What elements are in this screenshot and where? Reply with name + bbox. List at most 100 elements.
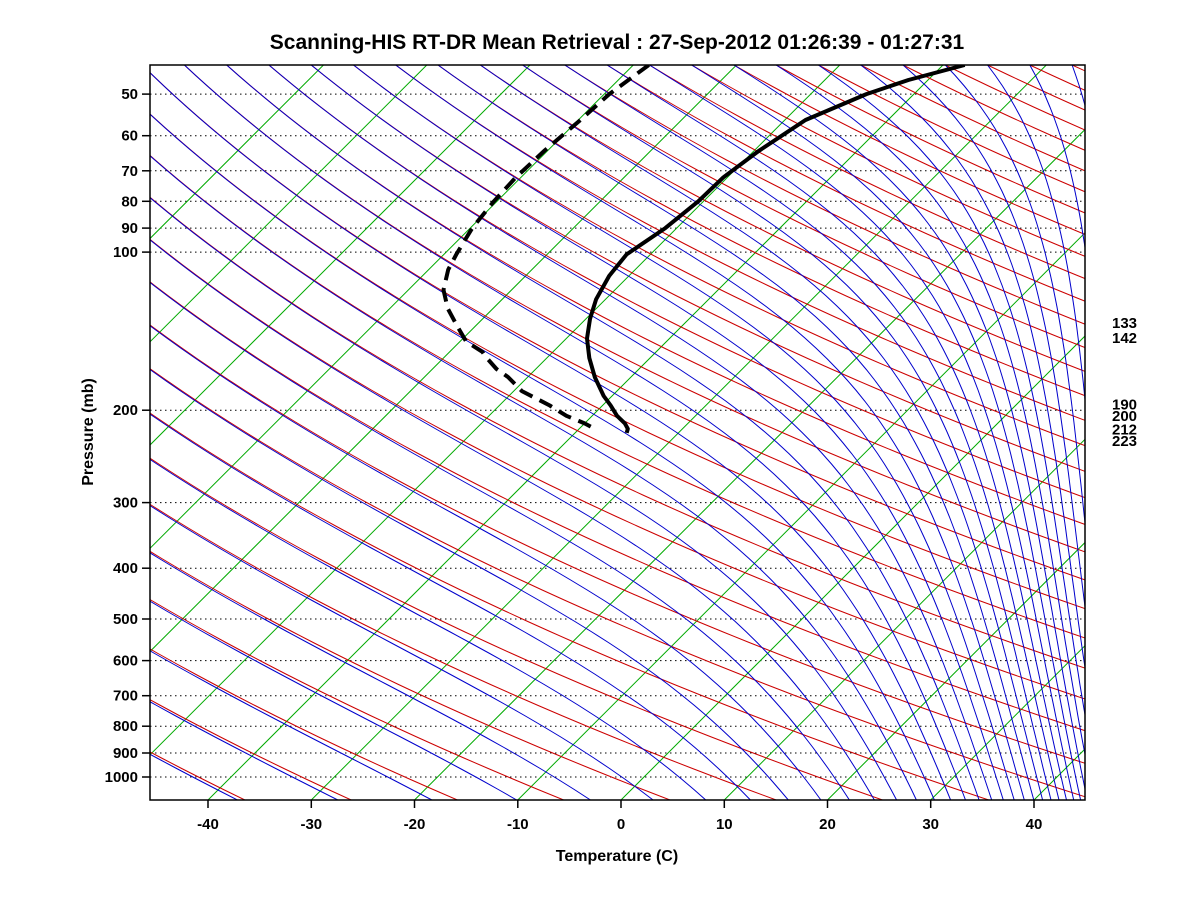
y-tick-label: 400 <box>113 560 138 577</box>
dry-adiabat-line <box>606 65 1085 302</box>
moist-adiabat-line <box>1157 65 1180 800</box>
moist-adiabat-line <box>944 65 1085 528</box>
dry-adiabat-line <box>150 598 564 800</box>
isotherm-line <box>310 65 1047 800</box>
x-axis-ticks: -40 -30 -20 -10 0 10 20 30 40 <box>197 800 1042 833</box>
moist-adiabat-line <box>150 600 517 800</box>
isotherm-line <box>827 541 1085 800</box>
moist-adiabat-line <box>150 239 875 800</box>
moist-adiabat-line <box>733 65 1085 792</box>
moist-adiabat-line <box>150 552 591 800</box>
isotherm-line <box>150 65 531 446</box>
y-tick-label: 50 <box>121 86 138 103</box>
moist-adiabat-line <box>564 65 1060 800</box>
dry-adiabat-line <box>150 648 458 800</box>
moist-adiabat-line <box>902 65 1085 612</box>
dry-adiabat-line <box>226 65 1085 525</box>
moist-adiabat-line <box>150 650 433 800</box>
x-tick-label: -20 <box>404 816 426 833</box>
dry-adiabat-line <box>150 238 1085 700</box>
x-tick-label: -30 <box>300 816 322 833</box>
y-axis-title: Pressure (mb) <box>80 378 97 486</box>
moist-adiabat-line <box>150 413 751 800</box>
x-axis-title: Temperature (C) <box>556 848 678 865</box>
moist-adiabat-line <box>150 113 935 800</box>
x-tick-label: 20 <box>819 816 836 833</box>
y-tick-label: 200 <box>113 402 138 419</box>
moist-adiabat-line <box>150 155 917 800</box>
isotherm-lines <box>150 65 1085 800</box>
pressure-gridlines <box>150 93 1085 778</box>
moist-adiabat-line <box>150 325 822 800</box>
plot-render-root: 5060708090100200300400500600700800900100… <box>105 64 1200 833</box>
x-tick-label: -10 <box>507 816 529 833</box>
moist-adiabat-line <box>150 71 952 800</box>
moist-adiabat-line <box>860 65 1085 671</box>
isotherm-line <box>150 65 634 550</box>
dry-adiabat-line <box>150 699 352 800</box>
x-tick-label: 30 <box>922 816 939 833</box>
dry-adiabat-line <box>150 196 1085 669</box>
moist-adiabat-line <box>310 65 1004 800</box>
isotherm-line <box>207 65 944 800</box>
moist-adiabat-line <box>150 368 789 800</box>
y-tick-label: 700 <box>113 688 138 705</box>
moist-adiabat-line <box>480 65 1044 800</box>
dry-adiabat-line <box>150 503 777 800</box>
chart-title: Scanning-HIS RT-DR Mean Retrieval : 27-S… <box>270 31 965 54</box>
y-tick-label: 80 <box>121 193 138 210</box>
y-tick-label: 60 <box>121 128 138 145</box>
dry-adiabat-line <box>150 412 989 800</box>
right-pressure-label: 142 <box>1112 330 1137 347</box>
moist-adiabat-line <box>1029 65 1085 252</box>
moist-adiabat-line <box>150 701 339 800</box>
dry-adiabat-line <box>437 65 1085 397</box>
y-tick-label: 800 <box>113 718 138 735</box>
moist-adiabat-line <box>987 65 1085 405</box>
dry-adiabat-line <box>150 550 671 800</box>
axis-frame <box>149 64 1086 801</box>
right-pressure-label: 133 <box>1112 315 1137 332</box>
moist-adiabat-line <box>818 65 1085 718</box>
moist-adiabat-line <box>150 458 707 800</box>
moist-adiabat-line <box>395 65 1025 800</box>
right-pressure-label: 200 <box>1112 408 1137 425</box>
x-tick-label: 40 <box>1026 816 1043 833</box>
dry-adiabat-line <box>691 65 1085 257</box>
isotherm-line <box>150 65 841 756</box>
y-tick-label: 900 <box>113 745 138 762</box>
isotherm-line <box>930 644 1085 800</box>
y-tick-label: 70 <box>121 163 138 180</box>
temperature-profile <box>585 65 966 434</box>
moist-adiabat-line <box>226 65 980 800</box>
y-axis-ticks: 50 60 70 80 90 100 200 300 400 500 600 700 800 900 100… <box>105 86 150 786</box>
moist-adiabat-line <box>268 65 993 800</box>
isotherm-line <box>517 232 1085 800</box>
dry-adiabat-line <box>480 65 1085 372</box>
moist-adiabat-line <box>649 65 1075 800</box>
dry-adiabat-line <box>150 113 1085 610</box>
moist-adiabat-line <box>150 505 654 800</box>
y-tick-label: 100 <box>113 244 138 261</box>
moist-adiabat-line <box>775 65 1085 757</box>
moist-adiabat-line <box>691 65 1082 800</box>
isotherm-line <box>620 335 1085 800</box>
y-tick-label: 600 <box>113 653 138 670</box>
moist-adiabat-line <box>150 281 850 800</box>
moist-adiabat-line <box>184 65 966 800</box>
dry-adiabat-line <box>353 65 1085 447</box>
moist-adiabat-line <box>522 65 1052 800</box>
x-tick-label: -40 <box>197 816 219 833</box>
dry-adiabat-line <box>150 324 1085 764</box>
y-tick-label: 500 <box>113 611 138 628</box>
dry-adiabat-line <box>395 65 1085 421</box>
dry-adiabat-line <box>818 65 1085 193</box>
dewpoint-profile <box>441 65 650 429</box>
dry-adiabat-line <box>150 281 1085 732</box>
dry-adiabat-line <box>150 457 883 800</box>
x-tick-label: 10 <box>716 816 733 833</box>
dry-adiabat-line <box>1157 65 1200 800</box>
